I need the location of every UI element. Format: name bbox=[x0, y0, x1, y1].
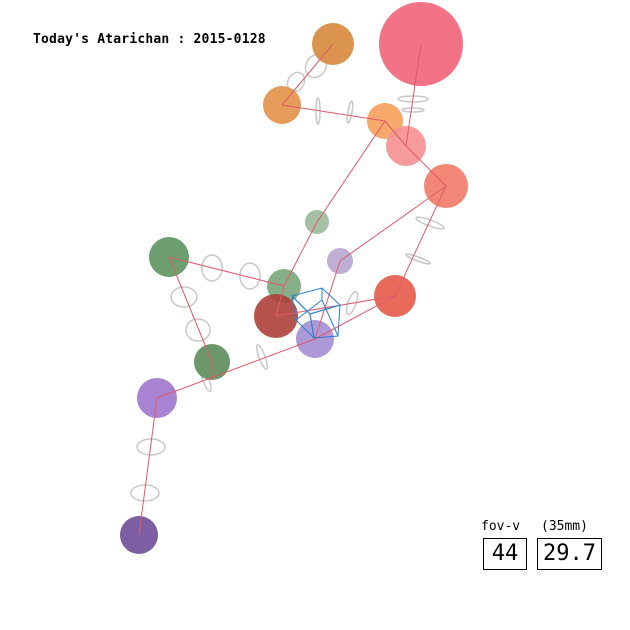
bone bbox=[394, 185, 447, 297]
bone bbox=[275, 285, 285, 317]
focal-length-box[interactable]: 29.7 bbox=[537, 538, 602, 570]
joint-ring bbox=[415, 216, 445, 230]
bone bbox=[314, 260, 341, 340]
joint-ring bbox=[170, 286, 198, 308]
fov-label: fov-v bbox=[481, 519, 521, 534]
bone bbox=[384, 120, 407, 147]
bone bbox=[138, 397, 158, 536]
bone bbox=[281, 104, 386, 122]
bone bbox=[405, 43, 422, 147]
wireframe-cube-icon[interactable] bbox=[291, 287, 341, 340]
bone bbox=[283, 221, 318, 287]
bone bbox=[316, 120, 386, 223]
page-title: Today's Atarichan : 2015-0128 bbox=[33, 32, 266, 47]
bone bbox=[156, 338, 316, 399]
joint-ring bbox=[239, 262, 261, 290]
skeleton-lines bbox=[138, 43, 447, 536]
joint-ring bbox=[255, 343, 269, 371]
joint-ring bbox=[401, 107, 425, 113]
bone bbox=[405, 145, 447, 187]
joint-ring bbox=[130, 484, 160, 502]
joint-ring bbox=[185, 318, 211, 342]
bone bbox=[339, 185, 447, 262]
bone bbox=[281, 43, 334, 106]
bone bbox=[168, 256, 285, 287]
joint-ring bbox=[405, 253, 431, 265]
joint-ring bbox=[346, 100, 354, 124]
bone bbox=[168, 256, 213, 363]
joint-ring bbox=[345, 290, 359, 316]
joint-ring bbox=[201, 254, 223, 282]
joint-spheres bbox=[120, 2, 468, 554]
bone bbox=[314, 295, 396, 340]
lens-label: (35mm) bbox=[541, 519, 588, 534]
joint-ring bbox=[136, 438, 166, 456]
fov-value-box[interactable]: 44 bbox=[483, 538, 527, 570]
